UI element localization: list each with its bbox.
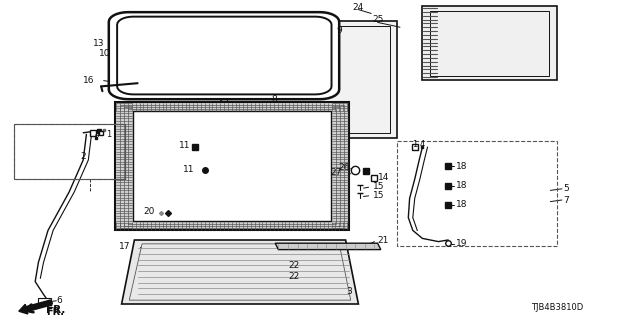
Polygon shape bbox=[430, 11, 549, 76]
Polygon shape bbox=[275, 243, 381, 250]
Text: 7: 7 bbox=[563, 196, 569, 204]
Polygon shape bbox=[38, 298, 51, 303]
Text: 24: 24 bbox=[353, 3, 364, 12]
Text: 11: 11 bbox=[183, 165, 195, 174]
Text: 8: 8 bbox=[271, 95, 276, 104]
Text: 3: 3 bbox=[346, 287, 351, 296]
Text: 15: 15 bbox=[373, 191, 385, 200]
Text: 18: 18 bbox=[456, 181, 467, 190]
Text: 21: 21 bbox=[377, 236, 388, 244]
Text: 2: 2 bbox=[81, 152, 86, 161]
Text: 18: 18 bbox=[456, 200, 467, 209]
Text: 20: 20 bbox=[143, 207, 155, 216]
Polygon shape bbox=[129, 244, 351, 300]
Text: TJB4B3810D: TJB4B3810D bbox=[531, 303, 583, 312]
Text: 27: 27 bbox=[330, 168, 342, 177]
Text: 13: 13 bbox=[93, 39, 105, 48]
Text: 1: 1 bbox=[106, 130, 111, 139]
Text: 4: 4 bbox=[420, 140, 425, 149]
Text: 9: 9 bbox=[337, 26, 342, 35]
Text: 16: 16 bbox=[83, 76, 94, 84]
Text: 14: 14 bbox=[378, 173, 390, 182]
Text: 5: 5 bbox=[563, 184, 569, 193]
Polygon shape bbox=[115, 102, 349, 230]
Text: 1: 1 bbox=[412, 140, 417, 149]
Polygon shape bbox=[117, 17, 332, 94]
Polygon shape bbox=[133, 111, 331, 221]
Text: 22: 22 bbox=[289, 272, 300, 281]
Text: 11: 11 bbox=[179, 141, 190, 150]
Text: 22: 22 bbox=[289, 261, 300, 270]
Text: 19: 19 bbox=[456, 239, 467, 248]
Text: 18: 18 bbox=[456, 162, 467, 171]
Text: 6: 6 bbox=[56, 296, 61, 305]
Polygon shape bbox=[122, 240, 358, 304]
Text: FR.: FR. bbox=[46, 305, 65, 315]
Text: 26: 26 bbox=[339, 163, 350, 172]
Polygon shape bbox=[227, 26, 390, 133]
Text: FR.: FR. bbox=[46, 307, 64, 317]
Polygon shape bbox=[109, 12, 339, 99]
Text: 15: 15 bbox=[373, 182, 385, 191]
Text: 10: 10 bbox=[99, 49, 110, 58]
FancyArrow shape bbox=[19, 300, 52, 314]
Polygon shape bbox=[422, 6, 557, 80]
Polygon shape bbox=[221, 21, 397, 138]
Text: 4: 4 bbox=[95, 130, 100, 139]
Text: 17: 17 bbox=[119, 242, 131, 251]
Text: 25: 25 bbox=[372, 15, 383, 24]
